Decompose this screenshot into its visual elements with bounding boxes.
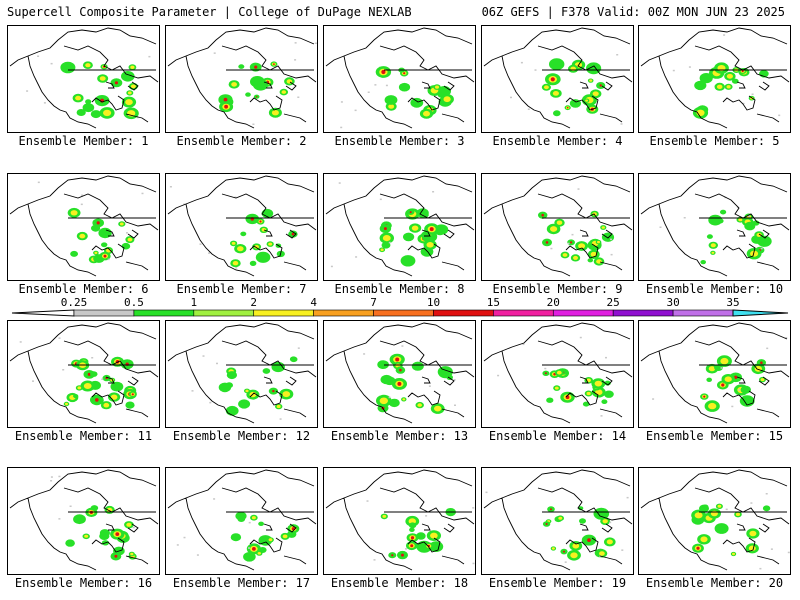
member-map-8	[323, 173, 476, 281]
member-map-2	[165, 25, 318, 133]
member-label-10: Ensemble Member: 10	[645, 282, 784, 296]
colorbar-segment	[193, 309, 255, 317]
colorbar-segment	[493, 309, 554, 317]
colorbar-tick-label: 10	[427, 296, 440, 309]
colorbar-segment	[133, 309, 195, 317]
colorbar-tick-label: 0.25	[61, 296, 88, 309]
colorbar-segment	[373, 309, 434, 317]
member-map-20	[638, 467, 791, 575]
member-map-14	[481, 320, 634, 428]
member-label-18: Ensemble Member: 18	[330, 576, 469, 590]
map-title: Supercell Composite Parameter | College …	[7, 5, 412, 19]
member-map-11	[7, 320, 160, 428]
member-map-13	[323, 320, 476, 428]
colorbar-tick-label: 0.5	[124, 296, 144, 309]
colorbar-tick-label: 35	[726, 296, 739, 309]
member-map-4	[481, 25, 634, 133]
member-label-9: Ensemble Member: 9	[492, 282, 623, 296]
member-label-8: Ensemble Member: 8	[334, 282, 465, 296]
member-map-12	[165, 320, 318, 428]
colorbar-tick-label: 4	[310, 296, 317, 309]
colorbar-segment	[672, 309, 734, 317]
member-map-19	[481, 467, 634, 575]
colorbar-max-arrow	[732, 309, 789, 317]
colorbar-segment	[313, 309, 374, 317]
color-scale-bar: 0.25 0.5 1 2 4 7 10 15 20 25 30 35	[11, 296, 789, 317]
colorbar-tick-label: 20	[547, 296, 560, 309]
member-label-3: Ensemble Member: 3	[334, 134, 465, 148]
member-map-17	[165, 467, 318, 575]
member-label-7: Ensemble Member: 7	[176, 282, 307, 296]
colorbar-min-arrow	[11, 309, 75, 317]
member-label-2: Ensemble Member: 2	[176, 134, 307, 148]
colorbar-segment	[253, 309, 314, 317]
member-label-20: Ensemble Member: 20	[645, 576, 784, 590]
member-label-5: Ensemble Member: 5	[649, 134, 780, 148]
member-map-9	[481, 173, 634, 281]
member-label-14: Ensemble Member: 14	[488, 429, 627, 443]
member-map-3	[323, 25, 476, 133]
member-label-6: Ensemble Member: 6	[18, 282, 149, 296]
colorbar-tick-label: 15	[487, 296, 500, 309]
member-label-19: Ensemble Member: 19	[488, 576, 627, 590]
colorbar-segment	[433, 309, 494, 317]
colorbar-segment	[552, 309, 614, 317]
colorbar-segment	[612, 309, 674, 317]
member-label-13: Ensemble Member: 13	[330, 429, 469, 443]
colorbar-tick-label: 30	[666, 296, 679, 309]
colorbar-tick-label: 1	[191, 296, 198, 309]
member-map-16	[7, 467, 160, 575]
member-map-6	[7, 173, 160, 281]
member-map-10	[638, 173, 791, 281]
member-label-16: Ensemble Member: 16	[14, 576, 153, 590]
colorbar-tick-label: 25	[607, 296, 620, 309]
member-map-7	[165, 173, 318, 281]
member-label-12: Ensemble Member: 12	[172, 429, 311, 443]
member-map-18	[323, 467, 476, 575]
run-valid-time: 06Z GEFS | F378 Valid: 00Z MON JUN 23 20…	[481, 5, 785, 19]
member-map-5	[638, 25, 791, 133]
member-label-15: Ensemble Member: 15	[645, 429, 784, 443]
member-label-4: Ensemble Member: 4	[492, 134, 623, 148]
member-label-1: Ensemble Member: 1	[18, 134, 149, 148]
colorbar-tick-label: 2	[250, 296, 257, 309]
member-map-15	[638, 320, 791, 428]
colorbar-segment	[73, 309, 135, 317]
member-label-11: Ensemble Member: 11	[14, 429, 153, 443]
member-map-1	[7, 25, 160, 133]
colorbar-tick-label: 7	[370, 296, 377, 309]
member-label-17: Ensemble Member: 17	[172, 576, 311, 590]
